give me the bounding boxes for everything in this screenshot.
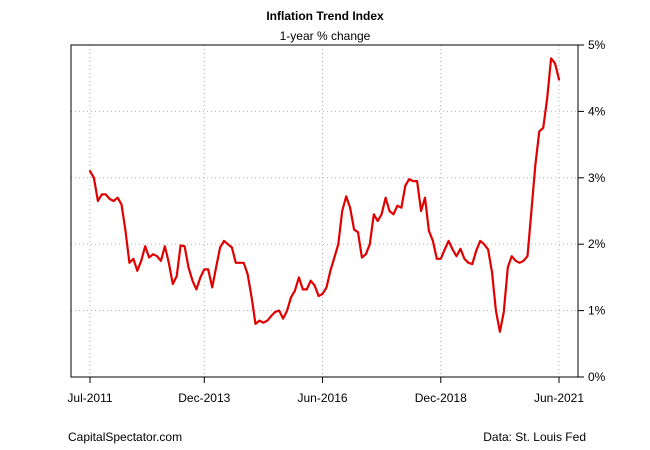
chart-subtitle: 1-year % change (279, 29, 371, 43)
series-layer (88, 57, 561, 333)
plot-border (70, 44, 579, 378)
series-line (88, 57, 561, 333)
x-tick-label: Jul-2011 (67, 391, 112, 405)
y-tick-label: 5% (588, 38, 606, 52)
x-tick-label: Dec-2018 (415, 391, 467, 405)
grid-layer (71, 45, 578, 377)
x-tick-label: Dec-2013 (178, 391, 230, 405)
y-tick-label: 1% (588, 304, 606, 318)
footer-source-site: CapitalSpectator.com (68, 430, 183, 444)
footer-data-credit: Data: St. Louis Fed (483, 430, 586, 444)
axis-layer: 0% 1% 2% 3% 4% 5% Jul-2011 Dec-2013 Jun-2016 Dec-… (67, 38, 605, 405)
y-tick-label: 0% (588, 370, 606, 384)
x-tick-label: Jun-2016 (298, 391, 348, 405)
y-tick-label: 2% (588, 237, 606, 251)
y-tick-label: 3% (588, 171, 606, 185)
y-tick-label: 4% (588, 104, 606, 118)
chart-title: Inflation Trend Index (266, 9, 384, 23)
x-tick-label: Jun-2021 (534, 391, 584, 405)
